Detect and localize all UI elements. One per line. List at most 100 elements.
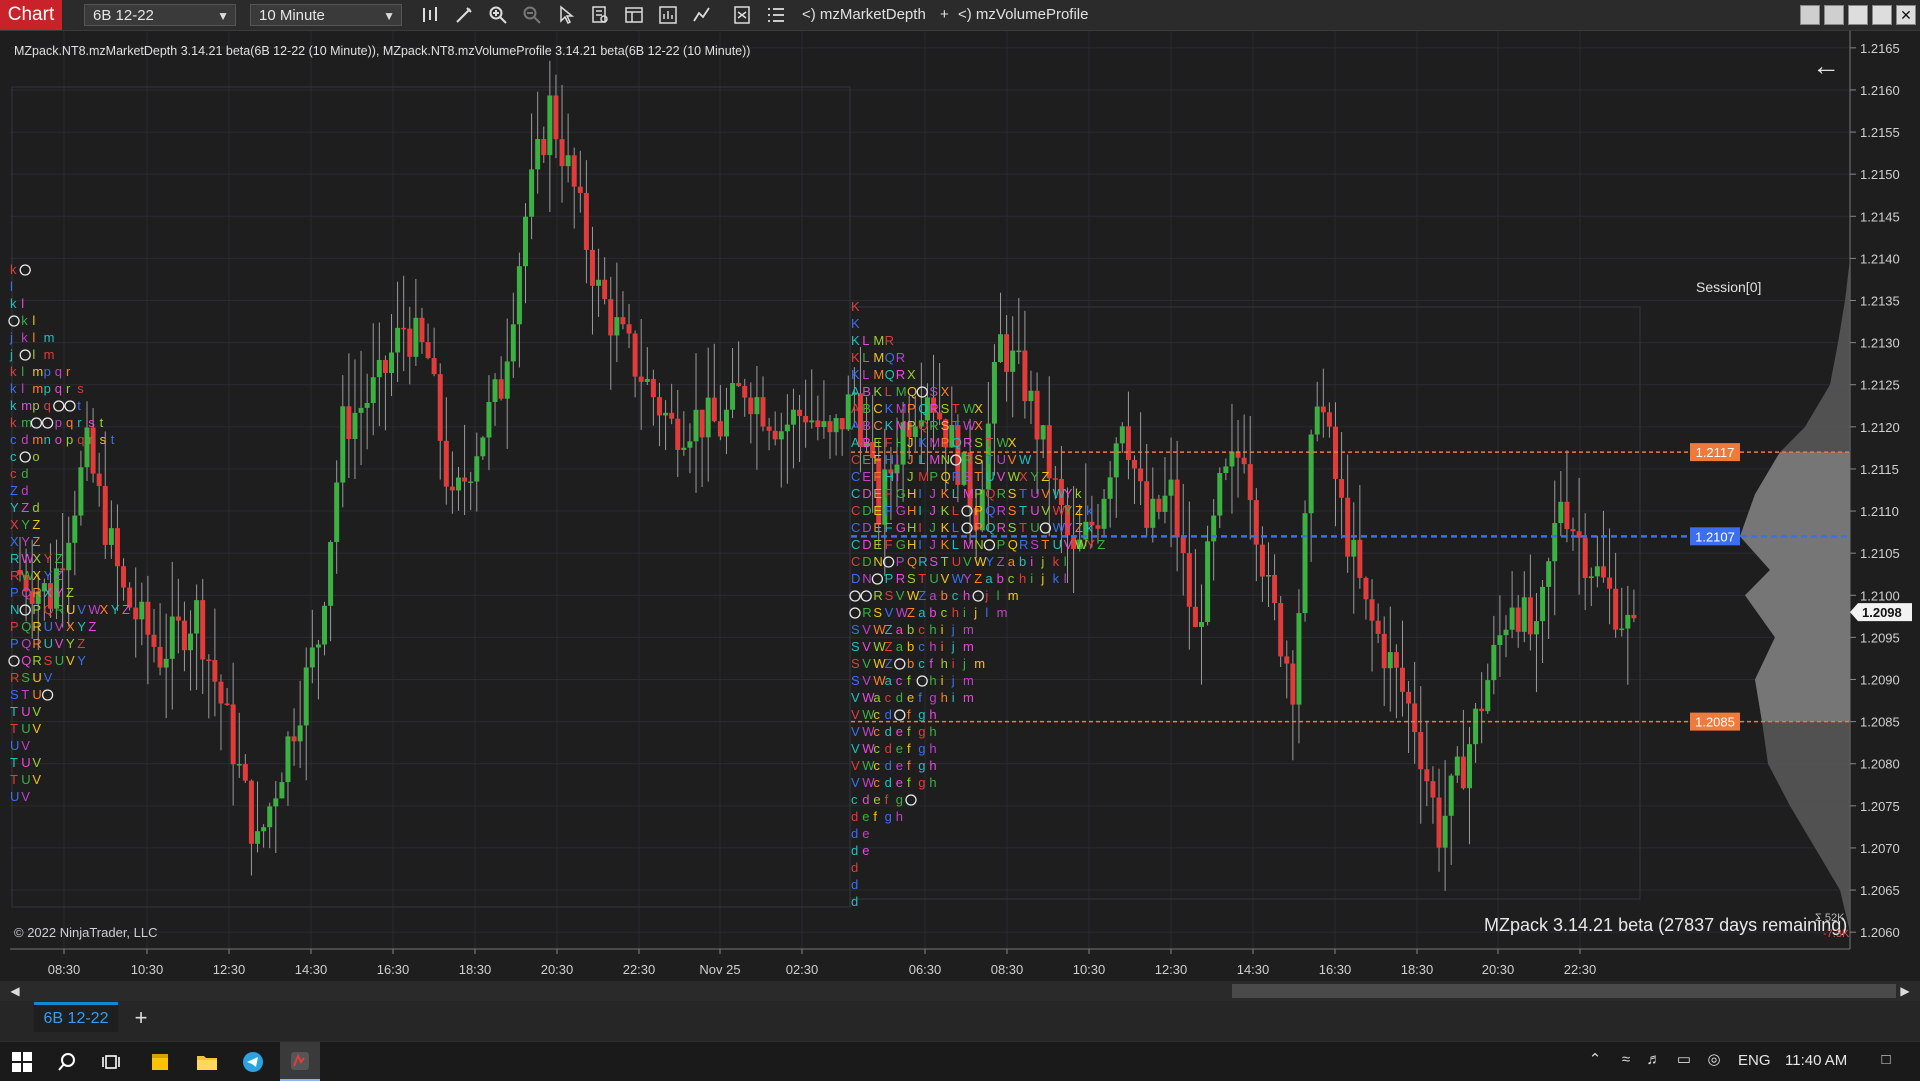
candle-bull	[1485, 680, 1491, 712]
chevron-up-icon[interactable]: ⌃	[1588, 1051, 1602, 1068]
tpo-right-letter: d	[851, 894, 858, 909]
candle-bull	[303, 667, 309, 726]
telegram-icon[interactable]	[242, 1051, 264, 1073]
tpo-right-letter: d	[851, 860, 858, 875]
tpo-left-letter: d	[32, 500, 39, 515]
tpo-left-letter: R	[32, 619, 41, 634]
add-tab-button[interactable]: +	[134, 1005, 148, 1030]
candle-bear	[1436, 797, 1442, 848]
candle-bear	[151, 634, 157, 647]
volume-icon[interactable]: ♬	[1646, 1051, 1662, 1068]
tpo-right-letter: g	[896, 792, 903, 807]
wifi-icon[interactable]: ≈	[1621, 1051, 1631, 1068]
tpo-right-letter: E	[862, 469, 871, 484]
chart-background[interactable]	[0, 31, 1920, 981]
list-icon[interactable]	[766, 5, 786, 25]
candle-bull	[790, 409, 796, 425]
tpo-right-letter: Y	[963, 571, 972, 586]
tpo-right-letter: L	[952, 520, 959, 535]
properties-icon[interactable]	[624, 5, 644, 25]
tpo-right-letter: H	[907, 520, 916, 535]
back-arrow-icon[interactable]: ←	[1812, 50, 1840, 81]
tpo-right-letter: R	[862, 605, 871, 620]
candle-bull	[66, 542, 72, 571]
meet-icon[interactable]: ◎	[1707, 1051, 1721, 1068]
tpo-right-letter: R	[918, 554, 927, 569]
clock[interactable]: 11:40 AM	[1785, 1052, 1848, 1069]
search-icon[interactable]	[57, 1052, 77, 1072]
candle-bear	[1363, 577, 1369, 600]
tpo-right-letter: T	[1019, 503, 1027, 518]
battery-icon[interactable]: ▭	[1676, 1051, 1692, 1068]
candle-bear	[242, 764, 248, 781]
candle-bear	[498, 379, 504, 399]
tpo-left-letter: Y	[10, 500, 19, 515]
windows-start-icon[interactable]	[12, 1052, 32, 1072]
windows-taskbar	[0, 1041, 1920, 1081]
indicator-mzvolumeprofile[interactable]: <) mzVolumeProfile	[958, 6, 1089, 23]
zoom-in-icon[interactable]	[488, 5, 508, 25]
candle-bull	[188, 633, 194, 651]
scroll-thumb[interactable]	[1232, 984, 1896, 998]
chart-trader-icon[interactable]	[692, 5, 712, 25]
tpo-right-letter: C	[851, 452, 860, 467]
chart-menu-button[interactable]: Chart	[0, 0, 62, 30]
indicator-mzmarketdepth[interactable]: <) mzMarketDepth	[802, 6, 926, 23]
data-box-icon[interactable]	[590, 5, 610, 25]
scroll-left-icon[interactable]: ◀	[10, 984, 20, 998]
ninjatrader-taskbar-button[interactable]	[280, 1042, 320, 1081]
tpo-right-letter: S	[1008, 503, 1017, 518]
task-view-icon[interactable]	[101, 1052, 121, 1072]
tpo-right-letter: Z	[907, 605, 915, 620]
horizontal-scrollbar[interactable]: ◀ ▶	[0, 981, 1920, 1001]
tpo-left-letter: r	[66, 364, 71, 379]
scroll-right-icon[interactable]: ▶	[1900, 984, 1910, 998]
templates-icon[interactable]	[732, 5, 752, 25]
tpo-right-letter: d	[885, 758, 892, 773]
restore-icon[interactable]	[1800, 5, 1820, 25]
tpo-right-letter: T	[1019, 486, 1027, 501]
tpo-right-letter: h	[929, 622, 936, 637]
tpo-right-letter: d	[851, 877, 858, 892]
add-indicator-plus[interactable]: +	[940, 6, 949, 23]
tab-6b-12-22[interactable]: 6B 12-22	[34, 1002, 118, 1032]
tpo-left-letter: Z	[55, 551, 63, 566]
strategies-icon[interactable]	[658, 5, 678, 25]
tpo-right-letter: k	[1075, 486, 1082, 501]
notification-icon[interactable]: □	[1881, 1051, 1891, 1068]
tpo-right-letter: R	[873, 588, 882, 603]
tpo-right-letter: C	[851, 486, 860, 501]
tpo-left-letter: R	[10, 670, 19, 685]
tpo-right-letter: Z	[885, 656, 893, 671]
chart-panel[interactable]: 1.2165 1.2160 1.2155 1.2150 1.2145 1.2140 1.21…	[0, 31, 1920, 981]
tpo-right-letter: f	[907, 741, 911, 756]
drawing-tool-icon[interactable]	[454, 5, 474, 25]
tpo-right-letter: V	[862, 656, 871, 671]
interval-selector[interactable]: 10 Minute ▼	[250, 4, 402, 26]
instrument-selector[interactable]: 6B 12-22 ▼	[84, 4, 236, 26]
tpo-right-letter: R	[885, 333, 894, 348]
tpo-right-letter: C	[851, 520, 860, 535]
resize-icon[interactable]	[1872, 5, 1892, 25]
tpo-left-circle	[19, 604, 31, 616]
zoom-out-icon[interactable]	[522, 5, 542, 25]
candle-bull	[1466, 744, 1472, 789]
bar-style-icon[interactable]	[420, 5, 440, 25]
price-chart[interactable]: 1.2165 1.2160 1.2155 1.2150 1.2145 1.2140 1.21…	[0, 31, 1920, 981]
tpo-left-letter: X	[32, 551, 41, 566]
sticky-notes-icon[interactable]	[150, 1052, 170, 1072]
copyright: © 2022 NinjaTrader, LLC	[14, 925, 158, 940]
close-icon[interactable]: ✕	[1896, 5, 1916, 25]
price-level-tag	[1690, 527, 1740, 546]
pointer-icon[interactable]	[556, 5, 576, 25]
tpo-left-letter: l	[21, 364, 24, 379]
tpo-right-letter: a	[896, 622, 904, 637]
tpo-left-letter: T	[10, 704, 18, 719]
file-explorer-icon[interactable]	[196, 1052, 218, 1072]
language-indicator[interactable]: ENG	[1738, 1052, 1771, 1069]
tpo-right-letter: E	[873, 486, 882, 501]
maximize-icon[interactable]	[1824, 5, 1844, 25]
tpo-right-letter: R	[896, 350, 905, 365]
tpo-right-letter: h	[941, 690, 948, 705]
minimize-icon[interactable]	[1848, 5, 1868, 25]
